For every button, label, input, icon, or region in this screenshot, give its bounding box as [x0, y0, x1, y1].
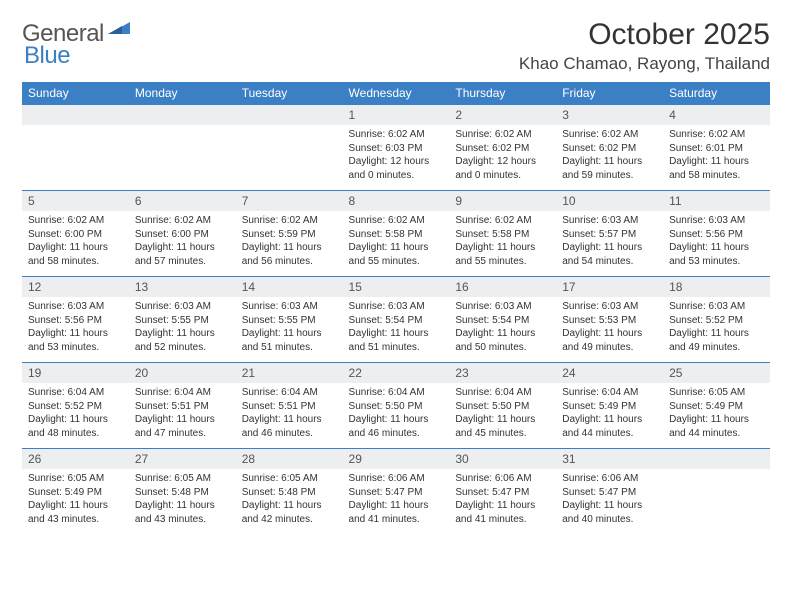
day-detail-cell: Sunrise: 6:04 AMSunset: 5:50 PMDaylight:… [343, 383, 450, 449]
day-number-cell: 9 [449, 191, 556, 212]
day-detail-row: Sunrise: 6:05 AMSunset: 5:49 PMDaylight:… [22, 469, 770, 534]
day-number-cell: 25 [663, 363, 770, 384]
day-detail-cell: Sunrise: 6:05 AMSunset: 5:49 PMDaylight:… [663, 383, 770, 449]
day-detail-cell: Sunrise: 6:02 AMSunset: 5:58 PMDaylight:… [449, 211, 556, 277]
day-number-cell: 26 [22, 449, 129, 470]
day-detail-row: Sunrise: 6:02 AMSunset: 6:03 PMDaylight:… [22, 125, 770, 191]
day-detail-cell: Sunrise: 6:04 AMSunset: 5:50 PMDaylight:… [449, 383, 556, 449]
day-number-cell: 31 [556, 449, 663, 470]
day-detail-cell: Sunrise: 6:05 AMSunset: 5:49 PMDaylight:… [22, 469, 129, 534]
month-title: October 2025 [519, 18, 770, 52]
day-number-cell: 18 [663, 277, 770, 298]
day-detail-cell: Sunrise: 6:02 AMSunset: 5:59 PMDaylight:… [236, 211, 343, 277]
day-detail-cell: Sunrise: 6:03 AMSunset: 5:54 PMDaylight:… [343, 297, 450, 363]
calendar-table: SundayMondayTuesdayWednesdayThursdayFrid… [22, 82, 770, 534]
day-detail-cell: Sunrise: 6:03 AMSunset: 5:52 PMDaylight:… [663, 297, 770, 363]
day-detail-cell [129, 125, 236, 191]
day-detail-cell: Sunrise: 6:02 AMSunset: 6:00 PMDaylight:… [22, 211, 129, 277]
day-detail-cell: Sunrise: 6:04 AMSunset: 5:51 PMDaylight:… [236, 383, 343, 449]
day-detail-cell: Sunrise: 6:03 AMSunset: 5:55 PMDaylight:… [236, 297, 343, 363]
day-detail-cell: Sunrise: 6:02 AMSunset: 6:01 PMDaylight:… [663, 125, 770, 191]
weekday-header: Monday [129, 82, 236, 105]
day-number-cell: 22 [343, 363, 450, 384]
weekday-header: Tuesday [236, 82, 343, 105]
day-detail-cell: Sunrise: 6:03 AMSunset: 5:53 PMDaylight:… [556, 297, 663, 363]
day-number-cell: 10 [556, 191, 663, 212]
day-number-cell: 28 [236, 449, 343, 470]
day-detail-cell: Sunrise: 6:04 AMSunset: 5:51 PMDaylight:… [129, 383, 236, 449]
day-number-cell: 12 [22, 277, 129, 298]
calendar-body: 1234 Sunrise: 6:02 AMSunset: 6:03 PMDayl… [22, 105, 770, 535]
title-block: October 2025 Khao Chamao, Rayong, Thaila… [519, 18, 770, 74]
day-detail-row: Sunrise: 6:04 AMSunset: 5:52 PMDaylight:… [22, 383, 770, 449]
day-detail-cell [22, 125, 129, 191]
day-number-cell: 14 [236, 277, 343, 298]
day-detail-cell: Sunrise: 6:02 AMSunset: 6:02 PMDaylight:… [449, 125, 556, 191]
day-number-cell: 3 [556, 105, 663, 126]
day-number-cell [129, 105, 236, 126]
day-detail-cell: Sunrise: 6:02 AMSunset: 5:58 PMDaylight:… [343, 211, 450, 277]
day-number-row: 567891011 [22, 191, 770, 212]
day-detail-cell [236, 125, 343, 191]
day-number-cell: 6 [129, 191, 236, 212]
day-number-cell: 20 [129, 363, 236, 384]
day-detail-cell: Sunrise: 6:06 AMSunset: 5:47 PMDaylight:… [449, 469, 556, 534]
brand-part2: Blue [24, 42, 70, 69]
day-number-cell: 24 [556, 363, 663, 384]
weekday-header: Thursday [449, 82, 556, 105]
day-detail-cell: Sunrise: 6:03 AMSunset: 5:56 PMDaylight:… [22, 297, 129, 363]
day-detail-cell: Sunrise: 6:05 AMSunset: 5:48 PMDaylight:… [236, 469, 343, 534]
day-number-row: 1234 [22, 105, 770, 126]
weekday-header: Wednesday [343, 82, 450, 105]
day-number-cell: 4 [663, 105, 770, 126]
day-detail-cell: Sunrise: 6:02 AMSunset: 6:03 PMDaylight:… [343, 125, 450, 191]
day-detail-cell: Sunrise: 6:06 AMSunset: 5:47 PMDaylight:… [343, 469, 450, 534]
weekday-header: Sunday [22, 82, 129, 105]
day-number-cell: 19 [22, 363, 129, 384]
day-detail-row: Sunrise: 6:03 AMSunset: 5:56 PMDaylight:… [22, 297, 770, 363]
day-detail-cell [663, 469, 770, 534]
day-detail-cell: Sunrise: 6:05 AMSunset: 5:48 PMDaylight:… [129, 469, 236, 534]
day-number-cell [236, 105, 343, 126]
day-number-cell: 17 [556, 277, 663, 298]
day-number-cell [663, 449, 770, 470]
day-number-cell: 27 [129, 449, 236, 470]
day-number-cell: 1 [343, 105, 450, 126]
day-detail-cell: Sunrise: 6:03 AMSunset: 5:54 PMDaylight:… [449, 297, 556, 363]
day-number-row: 12131415161718 [22, 277, 770, 298]
day-detail-cell: Sunrise: 6:03 AMSunset: 5:56 PMDaylight:… [663, 211, 770, 277]
day-number-cell: 2 [449, 105, 556, 126]
day-detail-cell: Sunrise: 6:03 AMSunset: 5:55 PMDaylight:… [129, 297, 236, 363]
day-number-cell: 13 [129, 277, 236, 298]
day-number-row: 19202122232425 [22, 363, 770, 384]
weekday-header: Saturday [663, 82, 770, 105]
day-number-cell: 8 [343, 191, 450, 212]
day-number-cell: 16 [449, 277, 556, 298]
day-detail-cell: Sunrise: 6:02 AMSunset: 6:02 PMDaylight:… [556, 125, 663, 191]
day-detail-cell: Sunrise: 6:06 AMSunset: 5:47 PMDaylight:… [556, 469, 663, 534]
day-number-cell: 21 [236, 363, 343, 384]
brand-triangle-icon [108, 18, 130, 39]
day-detail-row: Sunrise: 6:02 AMSunset: 6:00 PMDaylight:… [22, 211, 770, 277]
day-number-cell [22, 105, 129, 126]
day-detail-cell: Sunrise: 6:03 AMSunset: 5:57 PMDaylight:… [556, 211, 663, 277]
day-detail-cell: Sunrise: 6:02 AMSunset: 6:00 PMDaylight:… [129, 211, 236, 277]
day-number-cell: 11 [663, 191, 770, 212]
day-number-cell: 29 [343, 449, 450, 470]
weekday-header-row: SundayMondayTuesdayWednesdayThursdayFrid… [22, 82, 770, 105]
day-number-cell: 15 [343, 277, 450, 298]
day-number-cell: 30 [449, 449, 556, 470]
day-number-cell: 5 [22, 191, 129, 212]
day-detail-cell: Sunrise: 6:04 AMSunset: 5:52 PMDaylight:… [22, 383, 129, 449]
day-number-cell: 7 [236, 191, 343, 212]
day-detail-cell: Sunrise: 6:04 AMSunset: 5:49 PMDaylight:… [556, 383, 663, 449]
day-number-cell: 23 [449, 363, 556, 384]
weekday-header: Friday [556, 82, 663, 105]
day-number-row: 262728293031 [22, 449, 770, 470]
location-text: Khao Chamao, Rayong, Thailand [519, 54, 770, 74]
page-header: General October 2025 Khao Chamao, Rayong… [22, 18, 770, 74]
